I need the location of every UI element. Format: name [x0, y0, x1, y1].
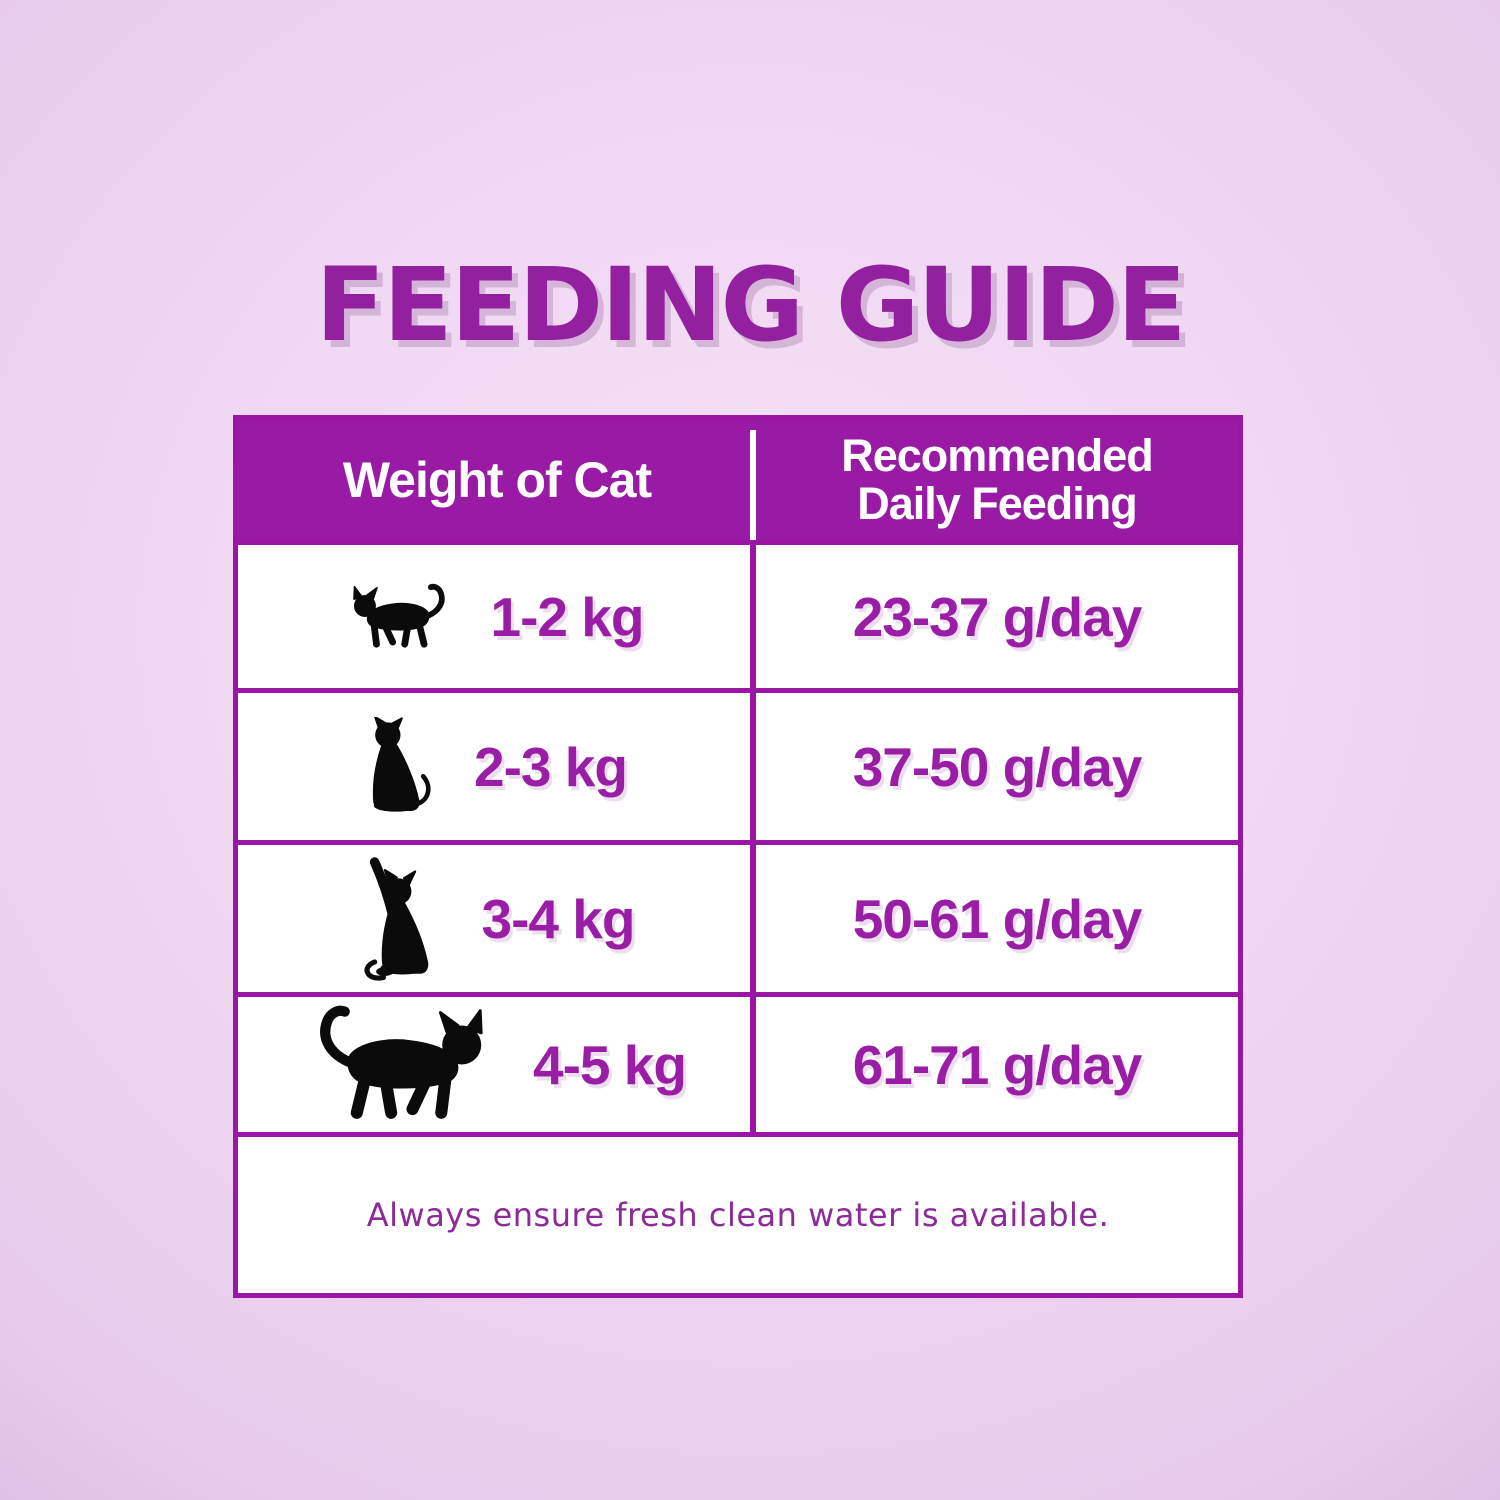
- table-header-row: Weight of Cat Recommended Daily Feeding: [238, 420, 1238, 540]
- header-feeding-label-line2: Daily Feeding: [857, 478, 1138, 529]
- feeding-value: 37-50 g/day: [852, 735, 1143, 798]
- weight-label: 3-4 kg: [481, 887, 636, 950]
- weight-label: 1-2 kg: [490, 585, 645, 648]
- feeding-table: Weight of Cat Recommended Daily Feeding: [233, 415, 1243, 1298]
- weight-cell: 1-2 kg: [238, 545, 756, 688]
- table-footer-row: Always ensure fresh clean water is avail…: [238, 1132, 1238, 1293]
- cat-reaching-icon: [364, 856, 428, 981]
- cat-sitting-icon: [372, 716, 431, 812]
- header-recommended-daily-feeding: Recommended Daily Feeding: [756, 420, 1238, 540]
- feeding-value: 23-37 g/day: [852, 585, 1143, 648]
- water-note: Always ensure fresh clean water is avail…: [366, 1196, 1110, 1234]
- weight-label: 2-3 kg: [474, 735, 628, 798]
- cat-walking-icon: [320, 1005, 483, 1119]
- weight-cell: 2-3 kg: [238, 693, 756, 840]
- header-column-divider: [750, 430, 756, 540]
- feeding-cell: 61-71 g/day: [756, 997, 1238, 1132]
- feeding-value: 50-61 g/day: [852, 887, 1143, 950]
- header-feeding-label-line1: Recommended: [841, 430, 1154, 482]
- feeding-cell: 23-37 g/day: [756, 545, 1238, 688]
- weight-label: 4-5 kg: [533, 1033, 687, 1096]
- header-weight-label: Weight of Cat: [342, 452, 652, 508]
- table-row: 3-4 kg 50-61 g/day: [238, 840, 1238, 992]
- table-row: 4-5 kg 61-71 g/day: [238, 992, 1238, 1132]
- kitten-walking-icon: [352, 583, 445, 648]
- feeding-value: 61-71 g/day: [852, 1033, 1143, 1096]
- table-row: 1-2 kg 23-37 g/day: [238, 540, 1238, 688]
- weight-cell: 4-5 kg: [238, 997, 756, 1132]
- feeding-cell: 37-50 g/day: [756, 693, 1238, 840]
- header-weight-of-cat: Weight of Cat: [238, 420, 756, 540]
- table-row: 2-3 kg 37-50 g/day: [238, 688, 1238, 840]
- weight-cell: 3-4 kg: [238, 845, 756, 992]
- page-title: FEEDING GUIDE: [315, 246, 1186, 365]
- feeding-cell: 50-61 g/day: [756, 845, 1238, 992]
